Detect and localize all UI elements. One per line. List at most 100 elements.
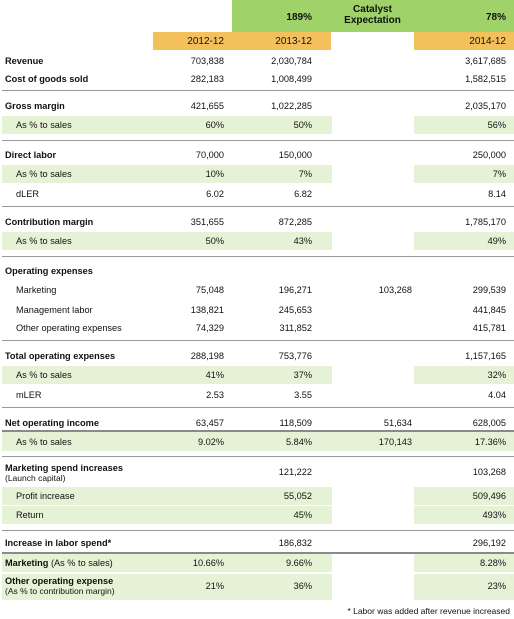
cell: 55,052 (283, 491, 312, 501)
rule-after-cogs (2, 90, 514, 91)
pct-2014: 78% (485, 12, 506, 23)
cell: 186,832 (278, 538, 312, 548)
cell: 421,655 (190, 101, 224, 111)
shade-opex-pct (2, 366, 332, 384)
row-label: Cost of goods sold (5, 74, 89, 84)
col-2013: 2013-12 (275, 36, 312, 47)
cell: 8.28% (479, 558, 506, 568)
cell: 288,198 (190, 351, 224, 361)
row-label: As % to sales (16, 437, 72, 447)
cell: 415,781 (472, 323, 506, 333)
cell: 1,008,499 (271, 74, 312, 84)
cell: 45% (293, 510, 312, 520)
row-label: dLER (16, 189, 39, 199)
cell: 21% (205, 581, 224, 591)
shade-return (2, 506, 332, 524)
shade-opex-pct-2014 (414, 366, 514, 384)
cell: 351,655 (190, 217, 224, 227)
cell: 250,000 (472, 150, 506, 160)
row-sublabel: (As % to sales) (48, 558, 113, 568)
row-label: mLER (16, 390, 42, 400)
cell: 51,634 (383, 418, 412, 428)
cell: 1,785,170 (465, 217, 506, 227)
cell: 17.36% (474, 437, 506, 447)
rule-after-opex (2, 340, 514, 341)
cell: 3.55 (294, 390, 312, 400)
rule-after-mler (2, 407, 514, 408)
cell: 103,268 (472, 467, 506, 477)
row-label: Marketing (5, 558, 49, 568)
section-title: Operating expenses (5, 266, 93, 276)
rule-after-dler (2, 206, 514, 207)
cell: 118,509 (279, 418, 312, 428)
row-sublabel: (As % to contribution margin) (5, 586, 115, 596)
year-header-2014 (414, 32, 514, 50)
cell: 7% (492, 169, 506, 179)
cell: 150,000 (278, 150, 312, 160)
row-label: Gross margin (5, 101, 65, 111)
shade-other-pct-2014 (414, 574, 514, 600)
catalyst-label-1: Catalyst (353, 4, 392, 15)
cell: 6.02 (206, 189, 224, 199)
rule-thick-noi (2, 430, 514, 432)
cell: 9.66% (285, 558, 312, 568)
row-label: Net operating income (5, 418, 99, 428)
row-label: Marketing spend increases (5, 463, 123, 473)
row-label: Return (16, 510, 44, 520)
cell: 103,268 (378, 285, 412, 295)
shade-contribution-pct-2014 (414, 232, 514, 250)
cell: 872,285 (278, 217, 312, 227)
year-header-2012-2013 (153, 32, 331, 50)
row-label: As % to sales (16, 120, 72, 130)
pct-2013: 189% (286, 12, 312, 23)
cell: 70,000 (195, 150, 224, 160)
shade-mkt-pct-2014 (414, 554, 514, 572)
cell: 8.14 (488, 189, 506, 199)
catalyst-label-2: Expectation (344, 15, 401, 26)
cell: 441,845 (472, 305, 506, 315)
row-label: Contribution margin (5, 217, 94, 227)
cell: 138,821 (190, 305, 224, 315)
cell: 60% (205, 120, 224, 130)
row-label: Increase in labor spend* (5, 538, 112, 548)
cell: 245,653 (278, 305, 312, 315)
shade-dl-pct (2, 165, 332, 183)
cell: 37% (293, 370, 312, 380)
row-label: Revenue (5, 56, 44, 66)
shade-return-2014 (414, 506, 514, 524)
col-2012: 2012-12 (187, 36, 224, 47)
cell: 1,157,165 (465, 351, 506, 361)
cell: 121,222 (278, 467, 312, 477)
cell: 2,030,784 (271, 56, 312, 66)
col-2014: 2014-12 (469, 36, 506, 47)
cell: 10% (205, 169, 224, 179)
cell: 10.66% (192, 558, 224, 568)
cell: 4.04 (488, 390, 506, 400)
cell: 299,539 (472, 285, 506, 295)
cell: 170,143 (378, 437, 412, 447)
rule-after-contribution (2, 256, 514, 257)
shade-noi-pct (2, 432, 514, 451)
cell: 753,776 (278, 351, 312, 361)
shade-profit-inc-2014 (414, 487, 514, 505)
cell: 50% (205, 236, 224, 246)
header-green-band (232, 0, 514, 32)
cell: 36% (293, 581, 312, 591)
row-label: Other operating expense (5, 576, 114, 586)
cell: 282,183 (190, 74, 224, 84)
rule-thick-mkt (2, 552, 514, 554)
cell: 296,192 (472, 538, 506, 548)
rule-after-gross (2, 140, 514, 141)
row-label: As % to sales (16, 169, 72, 179)
rule-after-return (2, 530, 514, 531)
cell: 493% (482, 510, 507, 520)
row-label: Direct labor (5, 150, 57, 160)
row-label: Marketing (16, 285, 57, 295)
shade-contribution-pct (2, 232, 332, 250)
row-label: As % to sales (16, 370, 72, 380)
cell: 74,329 (195, 323, 224, 333)
row-label: Management labor (16, 305, 93, 315)
cell: 23% (487, 581, 506, 591)
shade-profit-inc (2, 487, 332, 505)
cell: 509,496 (472, 491, 506, 501)
